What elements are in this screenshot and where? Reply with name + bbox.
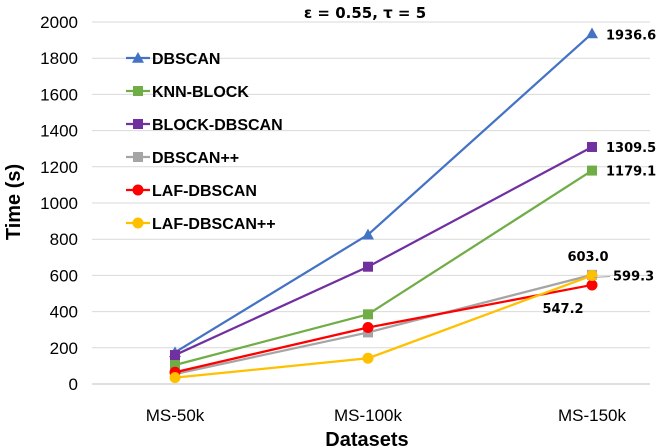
legend-label-knn-block: KNN-BLOCK: [152, 84, 249, 101]
data-label-laf-dbscan: 547.2: [542, 302, 583, 317]
point-knn-block-ms-150k: [587, 165, 597, 176]
y-tick-label-0: 0: [69, 375, 78, 394]
point-laf-dbscanplusplus-ms-50k: [169, 372, 181, 384]
legend-label-laf-dbscan: LAF-DBSCAN: [152, 183, 257, 200]
legend-item-block-dbscan: BLOCK-DBSCAN: [126, 117, 283, 134]
data-label-block-dbscan: 1309.5: [606, 141, 656, 156]
point-block-dbscan-ms-150k: [587, 141, 597, 152]
axes: 0 200 400 600 800 1000 1200 1400 1600 1800 2000 MS-…: [40, 13, 650, 425]
point-block-dbscan-ms-50k: [170, 350, 180, 361]
legend-label-dbscan: DBSCAN: [152, 51, 220, 68]
data-label-dbscan: 1936.6: [606, 28, 656, 43]
x-tick-label-ms-50k: MS-50k: [146, 406, 205, 425]
point-laf-dbscan-ms-100k: [362, 322, 374, 334]
legend-item-dbscanplusplus: DBSCAN++: [126, 150, 239, 167]
x-axis-title: Datasets: [325, 429, 408, 448]
point-dbscan-ms-150k: [586, 27, 598, 39]
point-laf-dbscanplusplus-ms-100k: [362, 352, 374, 364]
leader-line-laf-dbscanplusplus: [593, 276, 611, 279]
data-label-knn-block: 1179.1: [606, 165, 656, 180]
legend-marker-block-dbscan: [133, 119, 143, 129]
series-block-dbscan: [170, 141, 597, 361]
legend-item-knn-block: KNN-BLOCK: [126, 84, 249, 101]
x-tick-label-ms-150k: MS-150k: [558, 406, 627, 425]
y-tick-label-1400: 1400: [40, 122, 78, 141]
point-dbscan-ms-100k: [362, 228, 374, 240]
legend-marker-dbscan: [132, 52, 144, 63]
series-knn-block: [170, 165, 597, 370]
y-tick-label-800: 800: [50, 230, 78, 249]
point-laf-dbscanplusplus-ms-150k: [586, 270, 598, 282]
y-axis-title: Time (s): [3, 164, 25, 240]
legend-label-block-dbscan: BLOCK-DBSCAN: [152, 117, 283, 134]
legend-label-laf-dbscanplusplus: LAF-DBSCAN++: [152, 216, 276, 233]
point-block-dbscan-ms-100k: [363, 261, 373, 272]
legend-item-laf-dbscanplusplus: LAF-DBSCAN++: [126, 216, 276, 233]
legend: DBSCAN KNN-BLOCK BLOCK-DBSCAN DBSCAN++ LAF-D…: [126, 51, 283, 233]
point-knn-block-ms-100k: [363, 309, 373, 320]
y-tick-label-1200: 1200: [40, 158, 78, 177]
legend-marker-knn-block: [133, 86, 143, 96]
y-tick-label-400: 400: [50, 303, 78, 322]
point-knn-block-ms-50k: [170, 359, 180, 370]
y-tick-label-600: 600: [50, 266, 78, 285]
legend-marker-laf-dbscan: [132, 184, 144, 196]
chart-title: ε = 0.55, τ = 5: [304, 4, 426, 22]
legend-marker-dbscanplusplus: [133, 152, 143, 162]
data-label-dbscanplusplus: 603.0: [567, 250, 608, 265]
x-tick-label-ms-100k: MS-100k: [334, 406, 403, 425]
y-tick-label-1000: 1000: [40, 194, 78, 213]
data-labels: 1936.6 1309.5 1179.1 603.0 599.3 547.2: [542, 28, 656, 316]
legend-item-dbscan: DBSCAN: [126, 51, 220, 68]
point-laf-dbscan-ms-150k: [586, 279, 598, 291]
legend-label-dbscanplusplus: DBSCAN++: [152, 150, 239, 167]
y-tick-label-1600: 1600: [40, 85, 78, 104]
y-tick-label-2000: 2000: [40, 13, 78, 32]
series-laf-dbscanplusplus: [169, 270, 598, 384]
series-group: [169, 27, 598, 384]
y-tick-label-200: 200: [50, 339, 78, 358]
y-tick-label-1800: 1800: [40, 49, 78, 68]
legend-marker-laf-dbscanplusplus: [132, 217, 144, 229]
data-label-laf-dbscanplusplus: 599.3: [613, 270, 654, 285]
legend-item-laf-dbscan: LAF-DBSCAN: [126, 183, 257, 200]
